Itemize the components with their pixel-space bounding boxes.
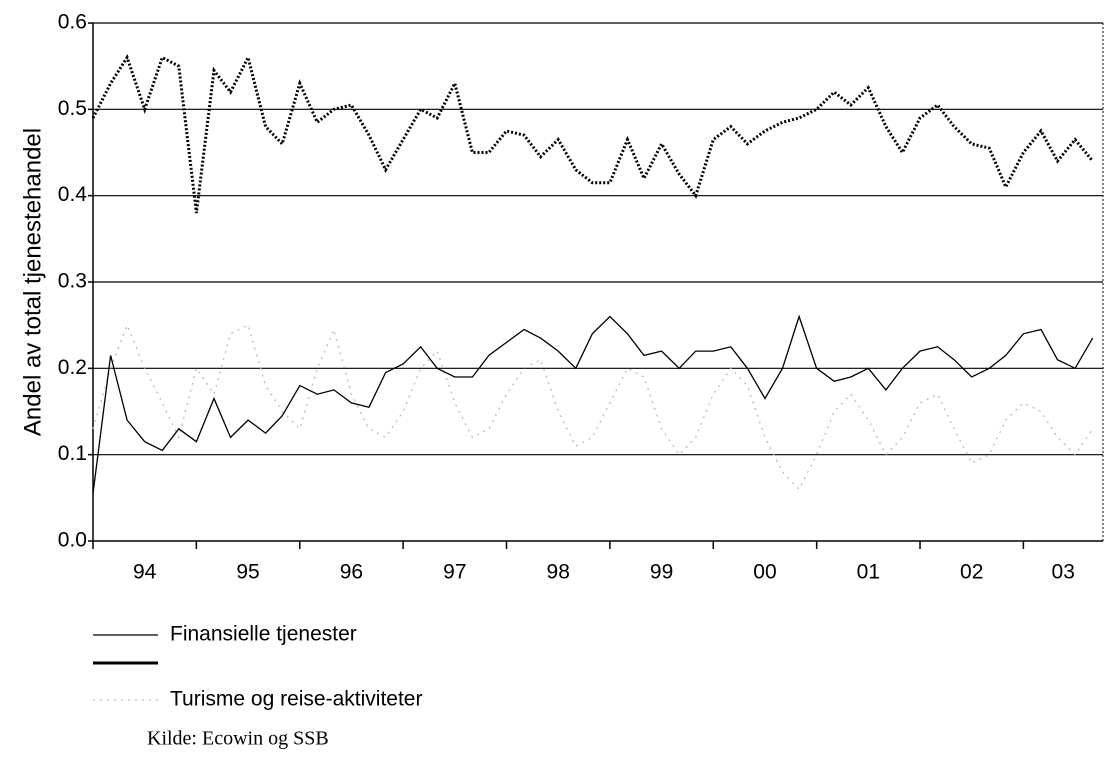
- y-tick-label: 0.5: [58, 97, 87, 120]
- x-tick-label: 02: [960, 561, 983, 584]
- series-line: [91, 53, 1094, 214]
- x-tick-label: 98: [547, 561, 570, 584]
- x-tick-label: 00: [753, 561, 776, 584]
- y-axis-label: Andel av total tjenestehandel: [19, 128, 46, 436]
- y-tick-label: 0.3: [58, 270, 87, 293]
- y-tick-label: 0.4: [58, 183, 88, 206]
- source: Kilde: Ecowin og SSB: [147, 728, 329, 750]
- series-line: [92, 323, 1094, 491]
- x-tick-label: 99: [650, 561, 673, 584]
- x-tick-label: 03: [1052, 561, 1075, 584]
- x-tick-label: 95: [236, 561, 259, 584]
- y-tick-label: 0.2: [58, 356, 87, 379]
- legend-label: Turisme og reise-aktiviteter: [170, 688, 422, 711]
- x-tick-label: 97: [443, 561, 466, 584]
- series-line: [92, 314, 1094, 494]
- x-tick-label: 96: [340, 561, 363, 584]
- legend-label: Finansielle tjenester: [170, 623, 357, 646]
- x-tick-label: 94: [133, 561, 157, 584]
- y-tick-label: 0.1: [58, 442, 87, 465]
- y-tick-label: 0.0: [58, 529, 87, 552]
- y-tick-label: 0.6: [58, 11, 87, 34]
- x-tick-label: 01: [857, 561, 880, 584]
